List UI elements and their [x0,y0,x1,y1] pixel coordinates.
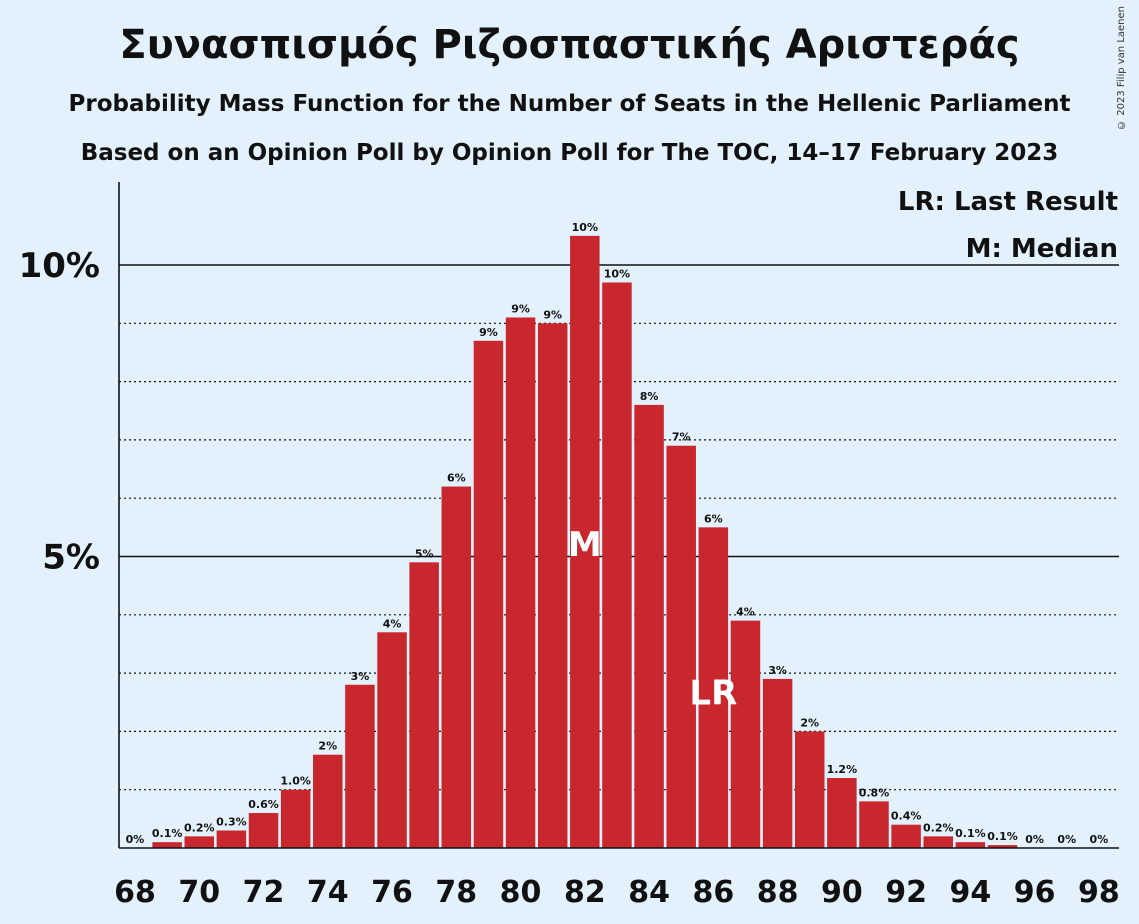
data-label: 0% [1057,833,1076,846]
x-tick-label: 98 [1078,875,1120,910]
bar-seat-83 [602,282,632,848]
data-label: 0.2% [184,821,215,834]
bar-seat-69 [152,842,182,848]
x-tick-label: 78 [435,875,477,910]
x-tick-label: 90 [821,875,863,910]
x-tick-label: 94 [950,875,992,910]
data-label: 1.0% [280,775,311,788]
bar-seat-71 [216,830,247,848]
data-label: 9% [479,326,498,339]
data-label: 1.2% [827,763,858,776]
y-tick-label: 10% [19,246,100,286]
x-tick-label: 84 [628,875,670,910]
bar-seat-80 [505,317,536,849]
bar-seat-84 [634,404,664,848]
data-label: 9% [543,308,562,321]
data-label: 0.1% [987,830,1018,843]
data-label: 0.2% [923,821,954,834]
bar-seat-78 [441,486,472,848]
bar-seat-77 [409,562,439,848]
data-label: 6% [704,512,723,525]
bar-seat-91 [859,801,889,848]
x-tick-label: 76 [371,875,413,910]
x-tick-label: 82 [564,875,606,910]
bar-seat-92 [891,824,921,848]
data-label: 0.3% [216,816,247,829]
bar-seat-95 [987,845,1018,848]
x-tick-label: 96 [1014,875,1056,910]
bar-seat-86 [698,527,729,848]
data-label: 2% [800,716,819,729]
data-label: 0% [1025,833,1044,846]
median-marker: M [568,525,602,565]
data-label: 0.1% [955,827,986,840]
bar-seat-87 [730,620,761,848]
data-label: 2% [318,740,337,753]
data-label: 4% [383,617,402,630]
bar-seat-81 [537,323,568,848]
legend-entry: M: Median [966,234,1118,264]
bar-seat-79 [473,340,504,848]
bar-seat-72 [248,813,279,848]
bar-seat-94 [955,842,986,848]
data-label: 0.1% [152,827,183,840]
data-label: 5% [415,547,434,560]
bar-seat-82 [570,235,600,849]
data-label: 0.8% [859,786,890,799]
chart-source: Based on an Opinion Poll by Opinion Poll… [80,140,1059,166]
data-label: 0.6% [248,798,279,811]
data-label: 10% [604,267,630,280]
data-label: 0% [126,833,145,846]
bar-seat-90 [827,778,857,848]
legend-entry: LR: Last Result [898,187,1118,217]
data-label: 3% [768,664,787,677]
bar-seat-70 [184,836,215,848]
data-label: 3% [351,670,370,683]
bar-seat-75 [345,684,375,848]
x-tick-label: 80 [500,875,542,910]
data-label: 8% [640,390,659,403]
x-tick-label: 74 [307,875,349,910]
x-tick-label: 88 [757,875,799,910]
bar-seat-85 [666,445,696,848]
data-label: 0.4% [891,810,922,823]
x-tick-label: 86 [692,875,734,910]
data-label: 0% [1090,833,1109,846]
bar-seat-74 [313,754,343,848]
chart-title: Συνασπισμός Ριζοσπαστικής Αριστεράς [119,22,1020,68]
data-label: 6% [447,472,466,485]
last-result-marker: LR [689,674,737,714]
bar-seat-89 [794,731,825,848]
data-label: 4% [736,606,755,619]
data-label: 7% [672,431,691,444]
y-tick-label: 5% [42,538,100,578]
x-tick-label: 72 [243,875,285,910]
data-label: 9% [511,302,530,315]
x-tick-label: 70 [178,875,220,910]
x-tick-label: 68 [114,875,156,910]
data-label: 10% [572,221,598,234]
bar-seat-93 [923,836,953,848]
bar-seat-88 [762,678,793,848]
x-tick-label: 92 [885,875,927,910]
bar-seat-76 [377,632,407,848]
bar-seat-73 [280,789,311,848]
chart-subtitle: Probability Mass Function for the Number… [68,91,1071,117]
